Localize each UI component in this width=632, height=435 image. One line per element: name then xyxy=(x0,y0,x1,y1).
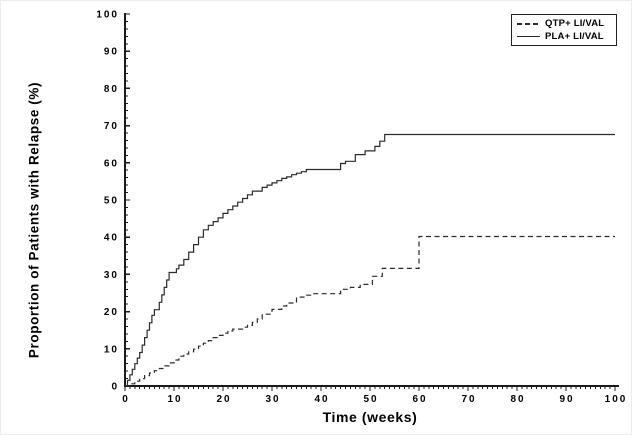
x-tick-label: 80 xyxy=(510,394,525,405)
legend-item-qtp: QTP+ LI/VAL xyxy=(517,18,612,29)
legend-label-pla: PLA+ LI/VAL xyxy=(545,31,604,42)
series-line-qtp-li-val xyxy=(125,235,615,387)
legend-label-qtp: QTP+ LI/VAL xyxy=(545,18,605,29)
x-tick-label: 90 xyxy=(559,394,574,405)
x-tick-label: 40 xyxy=(314,394,329,405)
y-tick-label: 50 xyxy=(104,196,119,207)
y-tick-label: 0 xyxy=(111,382,119,393)
y-tick-label: 20 xyxy=(104,307,119,318)
legend-item-pla: PLA+ LI/VAL xyxy=(517,31,612,42)
y-tick-label: 80 xyxy=(104,84,119,95)
y-tick-label: 60 xyxy=(104,158,119,169)
x-tick-label: 50 xyxy=(363,394,378,405)
y-tick-label: 10 xyxy=(104,344,119,355)
y-tick-label: 70 xyxy=(104,121,119,132)
x-tick-label: 60 xyxy=(412,394,427,405)
dashed-line-sample xyxy=(517,22,540,25)
y-tick-label: 30 xyxy=(104,270,119,281)
y-tick-label: 40 xyxy=(104,233,119,244)
y-tick-label: 100 xyxy=(96,10,119,21)
x-tick-label: 10 xyxy=(167,394,182,405)
legend-box: QTP+ LI/VAL PLA+ LI/VAL xyxy=(511,14,617,46)
x-tick-label: 30 xyxy=(265,394,280,405)
y-axis-title: Proportion of Patients with Relapse (%) xyxy=(26,81,42,359)
series-line-pla-li-val xyxy=(125,133,615,387)
x-axis-title: Time (weeks) xyxy=(322,409,418,425)
y-tick-label: 90 xyxy=(104,47,119,58)
x-tick-label: 70 xyxy=(461,394,476,405)
solid-line-sample xyxy=(517,35,540,38)
x-tick-label: 0 xyxy=(122,394,130,405)
x-tick-label: 100 xyxy=(605,394,628,405)
x-tick-label: 20 xyxy=(216,394,231,405)
